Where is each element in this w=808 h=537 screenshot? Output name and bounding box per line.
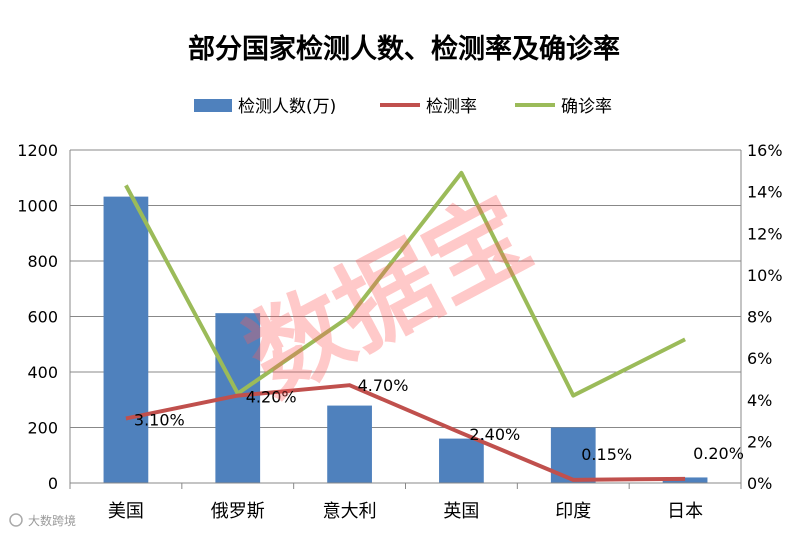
- y-left-tick-label: 1000: [17, 197, 58, 216]
- line-series: [124, 170, 686, 482]
- test-rate-data-label: 2.40%: [469, 425, 520, 444]
- x-tick-label: 日本: [667, 501, 703, 522]
- logo-icon: [9, 513, 23, 527]
- bar: [327, 405, 372, 483]
- legend: 检测人数(万) 检测率 确诊率: [194, 97, 612, 117]
- test-rate-data-label: 4.20%: [246, 388, 297, 407]
- bar: [103, 196, 149, 483]
- x-tick-label: 美国: [108, 501, 144, 522]
- test-rate-data-label: 0.15%: [581, 445, 632, 464]
- y-left-tick-label: 0: [48, 474, 58, 493]
- corner-logo: 大数跨境: [9, 513, 76, 528]
- logo-text: 大数跨境: [28, 513, 76, 528]
- test-rate-data-label: 4.70%: [358, 376, 409, 395]
- legend-label-test-rate: 检测率: [426, 97, 477, 117]
- y-right-tick-label: 16%: [747, 141, 783, 160]
- bar-series: [103, 196, 708, 483]
- x-tick-label: 意大利: [323, 501, 377, 522]
- y-right-tick-label: 2%: [747, 432, 772, 451]
- test-rate-data-label: 3.10%: [134, 410, 185, 429]
- y-right-tick-label: 4%: [747, 391, 772, 410]
- y-right-tick-label: 10%: [747, 266, 783, 285]
- legend-swatch-tests: [194, 99, 232, 112]
- legend-label-confirm-rate: 确诊率: [561, 97, 612, 117]
- y-right-tick-label: 12%: [747, 224, 783, 243]
- y-left-tick-label: 400: [27, 363, 58, 382]
- axes: 0 200 400 600 800 1000 1200 0% 2% 4% 6% 8% 10% 12% 14%…: [17, 141, 782, 522]
- test-rate-data-label: 0.20%: [693, 444, 744, 463]
- gridlines: [70, 149, 741, 428]
- y-left-tick-label: 600: [27, 308, 58, 327]
- y-right-tick-label: 14%: [747, 183, 783, 202]
- bar: [439, 438, 484, 483]
- data-labels: 3.10% 4.20% 4.70% 2.40% 0.15% 0.20%: [134, 376, 744, 464]
- x-tick-label: 俄罗斯: [211, 501, 265, 522]
- test-rate-line: [125, 383, 686, 482]
- y-right-tick-label: 6%: [747, 349, 772, 368]
- y-left-tick-label: 200: [27, 419, 58, 438]
- y-left-tick-label: 800: [27, 252, 58, 271]
- x-tick-label: 印度: [555, 501, 591, 522]
- chart-title: 部分国家检测人数、检测率及确诊率: [188, 33, 620, 65]
- legend-label-tests: 检测人数(万): [238, 97, 336, 117]
- y-right-tick-label: 8%: [747, 308, 772, 327]
- y-left-tick-label: 1200: [17, 141, 58, 160]
- confirm-rate-line: [124, 170, 686, 398]
- y-right-tick-label: 0%: [747, 474, 772, 493]
- x-tick-label: 英国: [443, 501, 479, 522]
